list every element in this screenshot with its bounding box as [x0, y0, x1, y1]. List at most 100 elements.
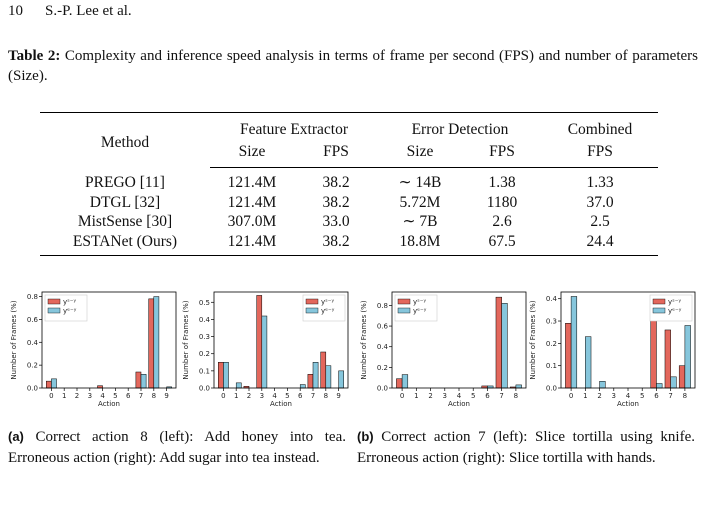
x-tick-label: 7: [668, 392, 672, 400]
table-body: PREGO [11] 121.4M 38.2 ∼ 14B 1.38 1.33 DTGL [3…: [40, 168, 658, 256]
bar: [656, 383, 663, 389]
bar: [325, 365, 332, 389]
bar: [261, 315, 268, 389]
y-tick-label: 0.0: [27, 385, 38, 393]
table-cell: DTGL [32]: [89, 193, 161, 211]
table-cell: 121.4M: [210, 231, 294, 256]
bar: [51, 378, 57, 389]
bar: [148, 298, 155, 389]
x-tick-label: 0: [400, 392, 404, 400]
table-cell: 24.4: [542, 231, 658, 256]
y-axis-label: Number of Frames (%): [529, 300, 537, 379]
table-caption: Table 2: Complexity and inference speed …: [8, 46, 698, 86]
table-row: PREGO [11] 121.4M 38.2 ∼ 14B 1.38 1.33: [40, 168, 658, 193]
x-tick-label: 0: [49, 392, 53, 400]
bar: [515, 384, 522, 389]
legend-swatch: [397, 298, 411, 305]
table-cell: 18.8M: [378, 231, 462, 256]
table-cell: 1.33: [586, 174, 614, 191]
caption-label: (a): [8, 429, 24, 444]
table-cell: PREGO [11]: [85, 173, 165, 191]
y-tick-label: 0.4: [27, 339, 39, 347]
figure-caption: (b) Correct action 7 (left): Slice torti…: [357, 426, 695, 469]
y-tick-label: 0.5: [199, 299, 210, 307]
bar: [218, 362, 224, 389]
x-axis-label: Action: [98, 400, 120, 408]
bar: [140, 374, 147, 389]
y-tick-label: 0.8: [27, 293, 38, 301]
bar: [599, 381, 606, 389]
x-tick-label: 8: [152, 392, 156, 400]
bar: [235, 382, 242, 389]
bar: [256, 295, 263, 389]
y-axis-label: Number of Frames (%): [360, 300, 368, 379]
y-tick-label: 0.0: [377, 385, 388, 393]
y-tick-label: 0.2: [546, 340, 557, 348]
col-header: Size: [210, 141, 294, 168]
caption-label: (b): [357, 429, 374, 444]
bar: [678, 365, 686, 389]
page-header: 10 S.-P. Lee et al.: [8, 3, 154, 20]
table-cell: 38.2: [322, 174, 350, 191]
table-cell: 33.0: [322, 213, 350, 230]
chart: 0.0 0.1 0.2 0.3 0.4 0.5 0 1 2 3 4 5 6 7 8 9 Action Number…: [182, 291, 349, 408]
x-tick-label: 4: [272, 392, 277, 400]
x-tick-label: 3: [443, 392, 447, 400]
figure-caption: (a) Correct action 8 (left): Add honey i…: [8, 426, 346, 469]
table-cell: 121.4M: [227, 193, 277, 211]
x-tick-label: 1: [414, 392, 418, 400]
table-cell: 37.0: [586, 193, 614, 211]
bar: [495, 296, 502, 389]
x-tick-label: 5: [285, 392, 289, 400]
table-cell: ESTANet (Ours): [40, 231, 210, 256]
x-tick-label: 0: [569, 392, 573, 400]
x-tick-label: 7: [139, 392, 143, 400]
col-group: Combined: [542, 112, 658, 141]
x-tick-label: 8: [514, 392, 518, 400]
y-tick-label: 0.0: [199, 385, 210, 393]
chart: 0.0 0.2 0.4 0.6 0.8 0 1 2 3 4 5 6 7 8 9 Action Number of…: [10, 291, 177, 408]
bar: [223, 362, 229, 389]
x-tick-label: 2: [247, 392, 251, 400]
x-tick-label: 9: [336, 392, 340, 400]
bar: [684, 325, 691, 389]
bar: [670, 376, 677, 389]
plot-frame: [41, 291, 177, 389]
col-header: Size: [378, 141, 462, 168]
caption-text: Correct action 8 (left): Add honey into …: [8, 429, 346, 466]
y-tick-label: 0.4: [377, 343, 389, 351]
x-tick-label: 6: [485, 392, 490, 400]
plot-frame: [391, 291, 527, 389]
bar: [46, 380, 52, 389]
bar: [585, 336, 592, 389]
x-axis-label: Action: [448, 400, 470, 408]
legend-label: yᵉ⁻ʸ: [413, 307, 427, 315]
x-tick-label: 3: [260, 392, 264, 400]
table-cell: ∼ 7B: [402, 213, 438, 230]
bar: [299, 384, 306, 389]
table-cell: 121.4M: [227, 174, 277, 191]
col-header: FPS: [462, 141, 542, 168]
x-tick-label: 3: [612, 392, 616, 400]
x-tick-label: 1: [62, 392, 66, 400]
legend-swatch: [47, 298, 61, 305]
caption-text: Correct action 7 (left): Slice tortilla …: [357, 429, 695, 466]
legend-label: yˢ⁻ʸ: [413, 298, 426, 306]
col-header: FPS: [294, 141, 378, 168]
chart: 0.0 0.2 0.4 0.6 0.8 0 1 2 3 4 5 6 7 8 Action Number of …: [360, 291, 527, 408]
y-tick-label: 0.1: [199, 367, 210, 375]
table-cell: 38.2: [322, 193, 350, 211]
y-tick-label: 0.6: [27, 316, 39, 324]
bar: [401, 374, 409, 389]
x-tick-label: 2: [428, 392, 432, 400]
plot-frame: [560, 291, 696, 389]
legend-label: yˢ⁻ʸ: [63, 298, 76, 306]
x-tick-label: 8: [324, 392, 328, 400]
col-header: Method: [40, 112, 210, 168]
legend-label: yˢ⁻ʸ: [321, 298, 334, 306]
x-tick-label: 2: [75, 392, 79, 400]
page-number: 10: [8, 3, 23, 19]
y-tick-label: 0.6: [377, 323, 389, 331]
x-tick-label: 6: [298, 392, 303, 400]
